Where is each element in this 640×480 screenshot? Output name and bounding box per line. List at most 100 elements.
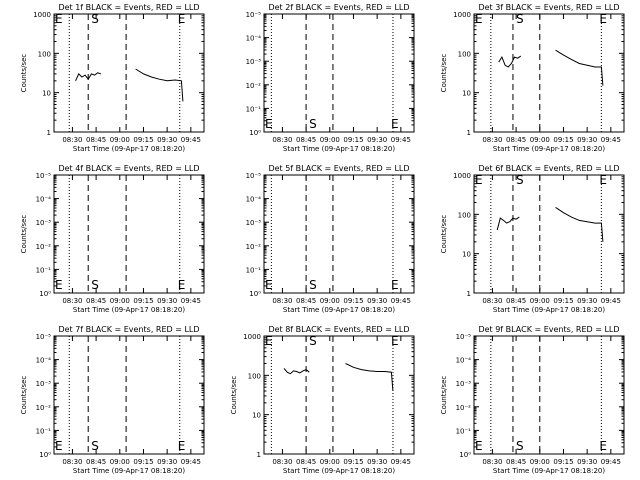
panel-title: Det 2f BLACK = Events, RED = LLD <box>268 3 409 12</box>
y-tick-label: 100 <box>248 372 261 380</box>
x-tick-label: 09:15 <box>133 136 153 144</box>
y-tick-label: 1 <box>467 290 471 298</box>
x-tick-label: 09:45 <box>391 297 411 305</box>
x-tick-label: 09:00 <box>320 136 340 144</box>
y-tick-label: 10⁻¹ <box>36 266 52 274</box>
y-tick-label: 10⁻³ <box>246 219 262 227</box>
end-marker: E <box>599 439 607 453</box>
x-axis-label: Start Time (09-Apr-17 08:18:20) <box>73 145 185 153</box>
x-tick-label: 09:45 <box>601 136 621 144</box>
panel-title: Det 8f BLACK = Events, RED = LLD <box>268 325 409 334</box>
x-tick-label: 08:30 <box>482 297 502 305</box>
y-tick-label: 10⁻⁵ <box>246 172 262 180</box>
end-marker: E <box>178 278 186 292</box>
y-tick-label: 10⁻² <box>246 82 262 90</box>
y-tick-label: 10⁻⁴ <box>246 196 262 204</box>
plot-frame <box>473 335 625 455</box>
x-tick-label: 08:45 <box>506 136 526 144</box>
plot-frame <box>53 174 205 294</box>
y-tick-label: 10⁻³ <box>456 380 472 388</box>
x-tick-label: 08:30 <box>272 136 292 144</box>
y-tick-label: 10⁻⁴ <box>36 357 52 365</box>
x-tick-label: 09:15 <box>133 458 153 466</box>
x-tick-label: 09:30 <box>367 297 387 305</box>
x-tick-label: 08:45 <box>506 297 526 305</box>
panel-title: Det 6f BLACK = Events, RED = LLD <box>478 164 619 173</box>
x-axis-label: Start Time (09-Apr-17 08:18:20) <box>283 145 395 153</box>
x-tick-label: 09:15 <box>343 136 363 144</box>
event-rate-series <box>283 363 394 392</box>
x-axis-label: Start Time (09-Apr-17 08:18:20) <box>283 467 395 475</box>
left-edge-marker: E <box>265 117 273 131</box>
x-tick-label: 09:45 <box>601 458 621 466</box>
y-tick-label: 10 <box>462 90 471 98</box>
y-tick-label: 1000 <box>33 11 51 19</box>
y-tick-label: 10⁻¹ <box>246 266 262 274</box>
left-edge-marker: E <box>475 439 483 453</box>
y-tick-label: 10⁻² <box>246 243 262 251</box>
x-tick-label: 08:45 <box>86 297 106 305</box>
y-axis-label: Counts/sec <box>440 54 448 93</box>
y-tick-label: 100 <box>38 50 51 58</box>
panel-det1: Det 1f BLACK = Events, RED = LLD 1 10 100 10… <box>20 3 205 153</box>
panel-title: Det 3f BLACK = Events, RED = LLD <box>478 3 619 12</box>
y-tick-label: 1 <box>467 129 471 137</box>
plot-frame <box>53 335 205 455</box>
x-tick-label: 08:30 <box>62 136 82 144</box>
x-tick-label: 09:15 <box>343 458 363 466</box>
x-tick-label: 08:45 <box>86 458 106 466</box>
y-tick-label: 10⁻⁴ <box>36 196 52 204</box>
y-tick-label: 10⁰ <box>249 290 261 298</box>
y-tick-label: 1000 <box>453 172 471 180</box>
y-tick-label: 1 <box>257 451 261 459</box>
left-edge-marker: E <box>55 278 63 292</box>
x-tick-label: 08:45 <box>506 458 526 466</box>
y-tick-label: 10⁻² <box>36 243 52 251</box>
y-tick-label: 10⁻⁵ <box>36 333 52 341</box>
left-edge-marker: E <box>475 12 483 26</box>
y-tick-label: 10 <box>42 90 51 98</box>
panel-title: Det 9f BLACK = Events, RED = LLD <box>478 325 619 334</box>
y-tick-label: 10⁻³ <box>246 58 262 66</box>
event-rate-series <box>498 49 604 86</box>
x-axis-label: Start Time (09-Apr-17 08:18:20) <box>73 306 185 314</box>
x-tick-label: 09:45 <box>181 136 201 144</box>
y-axis-label: Counts/sec <box>20 376 28 415</box>
y-tick-label: 1000 <box>243 333 261 341</box>
y-axis-label: Counts/sec <box>20 215 28 254</box>
plot-frame <box>473 174 625 294</box>
x-tick-label: 09:00 <box>320 458 340 466</box>
y-axis-label: Counts/sec <box>440 376 448 415</box>
y-tick-label: 100 <box>458 50 471 58</box>
y-tick-label: 10⁻⁵ <box>36 172 52 180</box>
x-tick-label: 09:45 <box>181 297 201 305</box>
plot-frame <box>473 13 625 133</box>
x-tick-label: 09:45 <box>601 297 621 305</box>
end-marker: E <box>391 117 399 131</box>
x-tick-label: 09:30 <box>157 297 177 305</box>
start-marker: S <box>309 334 317 348</box>
y-tick-label: 10⁻³ <box>36 380 52 388</box>
x-tick-label: 08:45 <box>296 136 316 144</box>
x-tick-label: 09:00 <box>110 458 130 466</box>
x-tick-label: 09:15 <box>133 297 153 305</box>
x-tick-label: 09:30 <box>577 458 597 466</box>
x-tick-label: 09:15 <box>343 297 363 305</box>
x-axis-label: Start Time (09-Apr-17 08:18:20) <box>73 467 185 475</box>
start-marker: S <box>516 173 524 187</box>
x-tick-label: 09:45 <box>391 136 411 144</box>
x-tick-label: 09:30 <box>367 136 387 144</box>
panel-title: Det 5f BLACK = Events, RED = LLD <box>268 164 409 173</box>
x-tick-label: 08:30 <box>62 458 82 466</box>
plot-frame <box>263 13 415 133</box>
x-tick-label: 08:30 <box>62 297 82 305</box>
left-edge-marker: E <box>475 173 483 187</box>
y-tick-label: 1 <box>47 129 51 137</box>
panel-det9: Det 9f BLACK = Events, RED = LLD 10⁰ 10⁻¹ 1… <box>440 325 625 475</box>
y-tick-label: 10 <box>462 251 471 259</box>
x-tick-label: 09:15 <box>553 458 573 466</box>
panel-det8: Det 8f BLACK = Events, RED = LLD 1 10 100 10… <box>230 325 415 475</box>
panel-det3: Det 3f BLACK = Events, RED = LLD 1 10 100 10… <box>440 3 625 153</box>
left-edge-marker: E <box>265 278 273 292</box>
